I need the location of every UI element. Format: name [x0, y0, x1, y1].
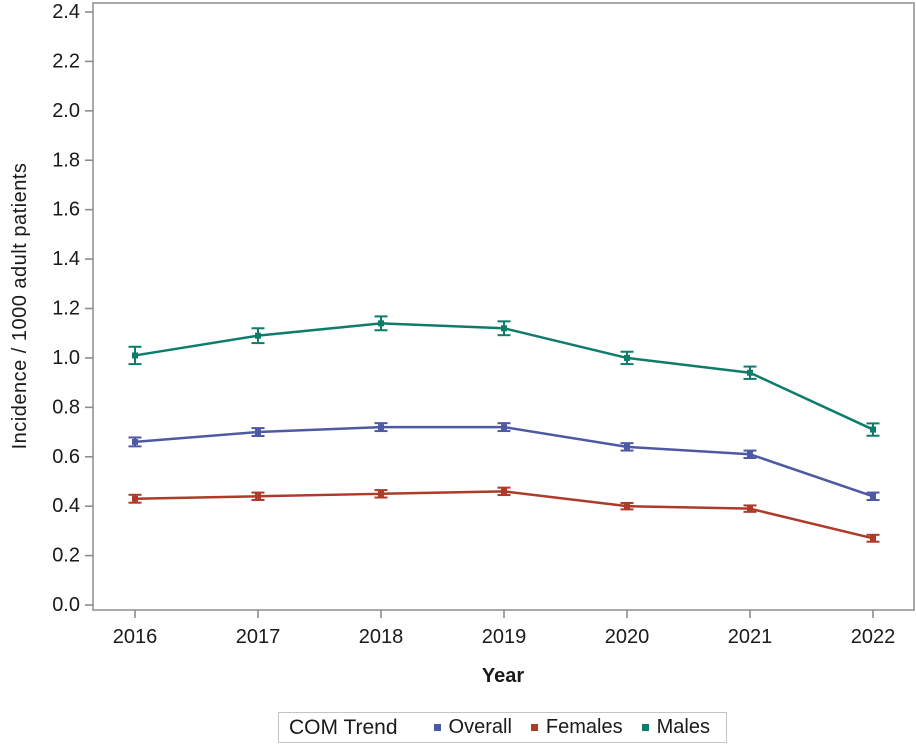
y-tick-label: 0.8: [52, 396, 80, 418]
y-tick-label: 1.2: [52, 298, 80, 320]
legend-label-males: Males: [656, 716, 710, 738]
marker-overall: [378, 424, 384, 431]
y-tick-label: 0.2: [52, 545, 80, 567]
marker-females: [624, 503, 630, 510]
y-tick-label: 1.6: [52, 199, 80, 221]
series-line-males: [134, 322, 874, 431]
legend-label-females: Females: [545, 716, 623, 738]
y-tick-label: 2.4: [52, 1, 80, 23]
marker-females: [747, 505, 753, 512]
y-axis-title: Incidence / 1000 adult patients: [9, 163, 31, 450]
x-tick-label: 2019: [482, 626, 527, 648]
legend-item-males: Males: [641, 716, 710, 739]
y-tick-label: 2.2: [52, 50, 80, 72]
y-tick-label: 0.6: [52, 446, 80, 468]
marker-males: [870, 426, 876, 433]
x-tick-label: 2018: [359, 626, 404, 648]
y-tick-label: 0.4: [52, 495, 80, 517]
marker-males: [747, 369, 753, 376]
y-tick-label: 1.4: [52, 248, 80, 270]
marker-overall: [255, 429, 261, 436]
marker-males: [624, 354, 630, 361]
marker-overall: [624, 443, 630, 450]
x-tick-label: 2017: [236, 626, 281, 648]
males-marker-icon: [641, 724, 649, 731]
y-tick-label: 1.0: [52, 347, 80, 369]
marker-females: [501, 488, 507, 495]
y-tick-label: 2.0: [52, 100, 80, 122]
overall-marker-icon: [433, 724, 441, 731]
marker-females: [255, 493, 261, 500]
marker-overall: [501, 424, 507, 431]
females-marker-icon: [530, 724, 538, 731]
marker-females: [870, 535, 876, 542]
legend-item-females: Females: [530, 716, 623, 739]
legend-label-overall: Overall: [448, 716, 512, 738]
x-tick-label: 2016: [113, 626, 158, 648]
marker-overall: [132, 438, 138, 445]
x-tick-label: 2021: [728, 626, 773, 648]
legend-title: COM Trend: [289, 715, 398, 739]
marker-males: [501, 325, 507, 332]
marker-overall: [747, 451, 753, 458]
y-tick-label: 0.0: [52, 594, 80, 616]
plot-area: 0.0 0.2 0.4 0.6 0.8 1.0 1.2 1.4 1.6 1.8 2.0 2.2 2.4 2…: [52, 1, 915, 648]
marker-males: [378, 320, 384, 327]
x-axis-title: Year: [482, 665, 524, 687]
marker-males: [255, 332, 261, 339]
marker-overall: [870, 493, 876, 500]
x-tick-label: 2020: [605, 626, 650, 648]
x-tick-label: 2022: [851, 626, 896, 648]
y-tick-label: 1.8: [52, 149, 80, 171]
marker-males: [132, 352, 138, 359]
legend-item-overall: Overall: [433, 716, 512, 739]
series-line-females: [134, 490, 874, 540]
series-line-overall: [134, 425, 874, 498]
marker-females: [378, 490, 384, 497]
marker-females: [132, 495, 138, 502]
legend: COM Trend Overall Females Males: [278, 712, 727, 743]
